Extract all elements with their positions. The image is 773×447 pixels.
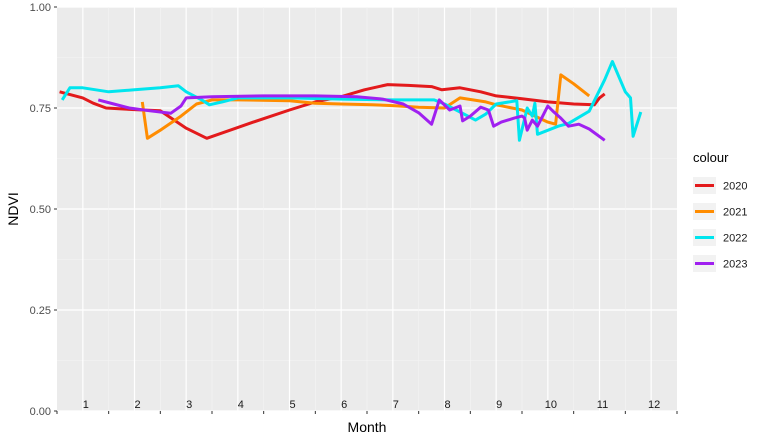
legend: colour 2020 2021 2022 2023 bbox=[693, 150, 747, 272]
legend-label-2020: 2020 bbox=[723, 181, 747, 193]
series-line-2021 bbox=[140, 73, 591, 140]
y-axis-title: NDVI bbox=[5, 192, 21, 225]
grid-layer bbox=[57, 6, 677, 412]
legend-items: 2020 2021 2022 2023 bbox=[693, 177, 747, 272]
x-tick-label: 4 bbox=[238, 399, 244, 411]
series-line-2020 bbox=[59, 83, 606, 140]
x-tick-label: 9 bbox=[496, 399, 502, 411]
y-tick-label: 0.50 bbox=[30, 204, 51, 216]
x-tick-label: 12 bbox=[648, 399, 660, 411]
x-tick-label: 1 bbox=[83, 399, 89, 411]
legend-label-2023: 2023 bbox=[723, 259, 747, 271]
x-tick-label: 2 bbox=[134, 399, 140, 411]
series-layer bbox=[59, 60, 643, 142]
x-tick-label: 3 bbox=[186, 399, 192, 411]
x-tick-label: 10 bbox=[545, 399, 557, 411]
legend-label-2021: 2021 bbox=[723, 207, 747, 219]
y-tick-label: 0.25 bbox=[30, 305, 51, 317]
y-tick-label: 0.75 bbox=[30, 103, 51, 115]
legend-title: colour bbox=[693, 150, 729, 165]
x-axis-title: Month bbox=[348, 419, 387, 435]
x-tick-label: 7 bbox=[393, 399, 399, 411]
x-tick-label: 11 bbox=[597, 399, 608, 411]
y-tick-label: 0.00 bbox=[30, 406, 51, 418]
x-tick-label: 6 bbox=[341, 399, 347, 411]
x-tick-label: 5 bbox=[289, 399, 295, 411]
legend-label-2022: 2022 bbox=[723, 233, 747, 245]
x-tick-label: 8 bbox=[444, 399, 450, 411]
x-axis: 1 2 3 4 5 6 7 8 9 10 11 12 bbox=[56, 399, 678, 414]
series-line-2023 bbox=[97, 94, 606, 142]
y-tick-label: 1.00 bbox=[30, 2, 51, 14]
